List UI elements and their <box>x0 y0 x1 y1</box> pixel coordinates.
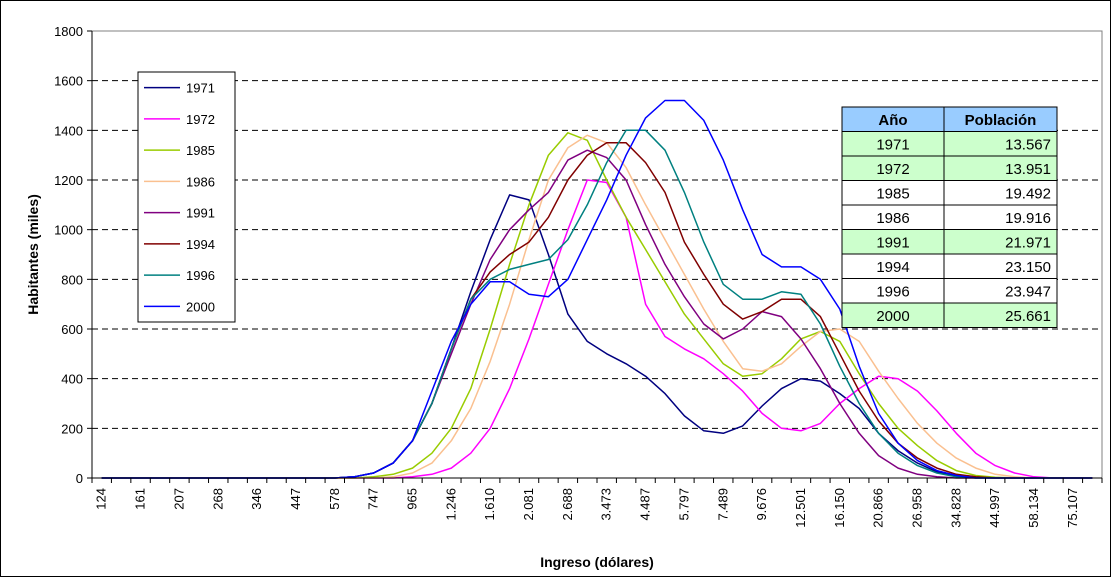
table-cell <box>841 204 945 230</box>
table-cell <box>943 180 1058 206</box>
table-year: 1985 <box>876 186 909 203</box>
table-population: 25.661 <box>1005 308 1051 325</box>
x-tick-label: 12.501 <box>793 488 808 528</box>
table-cell <box>943 278 1058 304</box>
table-population: 23.150 <box>1005 259 1051 276</box>
x-tick-label: 747 <box>366 488 381 510</box>
y-tick-label: 200 <box>61 421 83 436</box>
x-tick-label: 44.997 <box>987 488 1002 528</box>
x-tick-label: 1.246 <box>443 488 458 521</box>
table-population: 13.567 <box>1005 137 1051 154</box>
y-tick-label: 0 <box>76 471 83 486</box>
table-cell <box>841 131 945 157</box>
x-tick-label: 447 <box>288 488 303 510</box>
x-tick-label: 7.489 <box>715 488 730 521</box>
y-tick-label: 1800 <box>54 24 83 39</box>
legend-label: 1991 <box>186 206 215 221</box>
x-tick-label: 26.958 <box>909 488 924 528</box>
table-cell <box>841 278 945 304</box>
y-tick-label: 1000 <box>54 223 83 238</box>
x-tick-label: 4.487 <box>638 488 653 521</box>
x-tick-label: 9.676 <box>754 488 769 521</box>
table-cell <box>943 229 1058 255</box>
y-tick-label: 1600 <box>54 74 83 89</box>
table-population: 21.971 <box>1005 235 1051 252</box>
table-population: 23.947 <box>1005 284 1051 301</box>
table-cell <box>943 155 1058 181</box>
table-cell <box>841 302 945 328</box>
table-year: 1994 <box>876 259 909 276</box>
x-tick-label: 34.828 <box>948 488 963 528</box>
x-axis: 124 161 207 268 346 447 578 747 965 1.246 1.610 2.0… <box>91 477 1103 528</box>
population-table: Año Población 1971 13.567 1972 13.951 1985 19.4… <box>841 106 1058 328</box>
table-population: 13.951 <box>1005 161 1051 178</box>
table-year: 1986 <box>876 210 909 227</box>
x-tick-label: 2.688 <box>560 488 575 521</box>
x-tick-label: 965 <box>404 488 419 510</box>
table-header-year: Año <box>878 112 907 129</box>
y-tick-label: 1400 <box>54 123 83 138</box>
x-tick-label: 58.134 <box>1026 488 1041 528</box>
legend-label: 1996 <box>186 268 215 283</box>
x-tick-label: 1.610 <box>482 488 497 521</box>
table-year: 1972 <box>876 161 909 178</box>
x-tick-label: 268 <box>210 488 225 510</box>
y-axis-title: Habitantes (miles) <box>25 194 41 315</box>
x-tick-label: 2.081 <box>521 488 536 521</box>
table-cell <box>943 131 1058 157</box>
x-tick-label: 161 <box>133 488 148 510</box>
x-tick-label: 5.797 <box>676 488 691 521</box>
x-tick-label: 16.150 <box>832 488 847 528</box>
table-cell <box>943 204 1058 230</box>
table-cell <box>943 302 1058 328</box>
table-year: 1991 <box>876 235 909 252</box>
y-tick-label: 1200 <box>54 173 83 188</box>
x-tick-label: 578 <box>327 488 342 510</box>
table-year: 1996 <box>876 284 909 301</box>
table-cell <box>841 229 945 255</box>
y-tick-label: 600 <box>61 322 83 337</box>
table-cell <box>841 253 945 279</box>
y-tick-label: 800 <box>61 272 83 287</box>
x-tick-label: 3.473 <box>599 488 614 521</box>
legend-label: 2000 <box>186 299 215 314</box>
y-axis: 0 200 400 600 800 1000 1200 1400 1600 1800 <box>54 24 93 486</box>
table-population: 19.492 <box>1005 186 1051 203</box>
table-header-population: Población <box>965 112 1037 129</box>
table-population: 19.916 <box>1005 210 1051 227</box>
x-tick-label: 346 <box>249 488 264 510</box>
x-tick-label: 75.107 <box>1065 488 1080 528</box>
legend-label: 1994 <box>186 237 215 252</box>
legend-label: 1986 <box>186 174 215 189</box>
legend-box <box>137 71 236 323</box>
legend: 1971 1972 1985 1986 1991 1994 1996 2000 <box>137 71 236 323</box>
x-tick-label: 124 <box>94 488 109 510</box>
legend-label: 1985 <box>186 143 215 158</box>
legend-label: 1971 <box>186 81 215 96</box>
legend-label: 1972 <box>186 112 215 127</box>
table-cell <box>841 155 945 181</box>
table-year: 2000 <box>876 308 909 325</box>
table-cell <box>841 180 945 206</box>
x-tick-label: 20.866 <box>871 488 886 528</box>
table-year: 1971 <box>876 137 909 154</box>
x-axis-title: Ingreso (dólares) <box>540 554 654 570</box>
y-tick-label: 400 <box>61 372 83 387</box>
x-tick-label: 207 <box>171 488 186 510</box>
